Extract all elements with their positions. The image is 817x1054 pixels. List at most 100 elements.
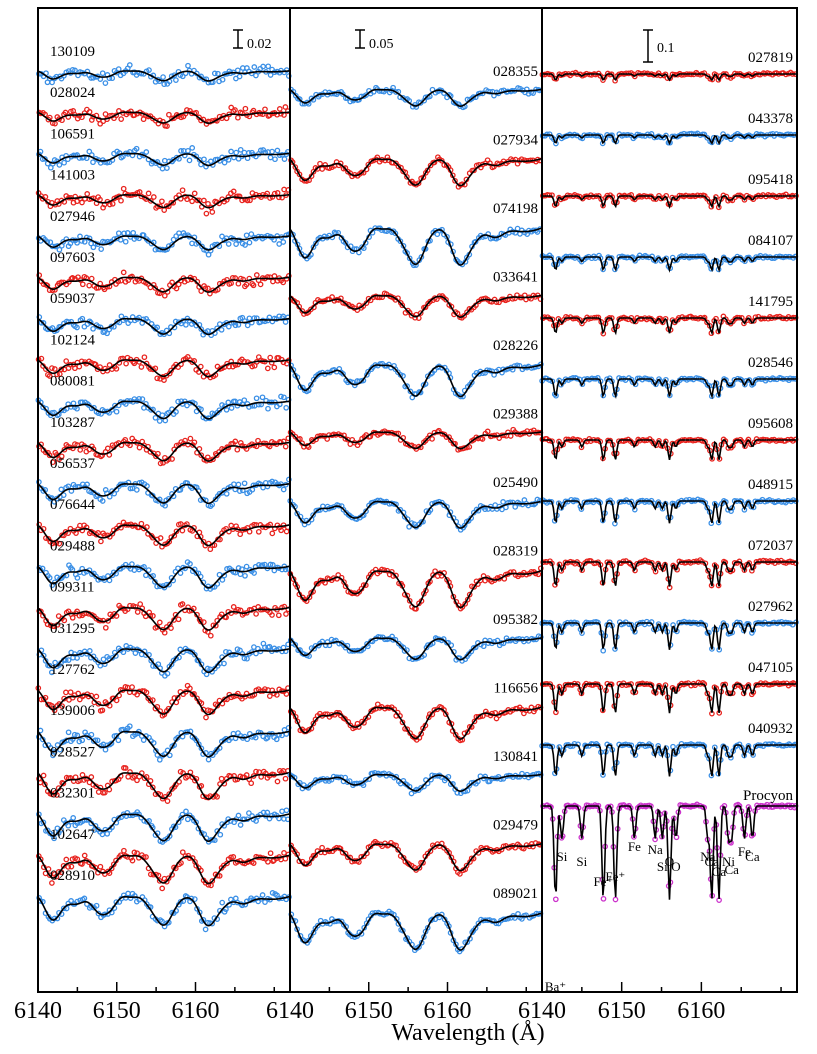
data-point	[720, 131, 726, 137]
spectrum-116656: 116656	[287, 681, 544, 744]
data-point	[175, 398, 181, 405]
star-label: 099311	[50, 580, 94, 596]
star-label: 095418	[748, 172, 793, 188]
data-point	[662, 315, 669, 322]
spectrum-028024: 028024	[36, 85, 291, 129]
data-point	[67, 689, 74, 696]
data-point	[164, 123, 170, 129]
data-point	[179, 601, 186, 607]
data-point	[221, 660, 227, 667]
data-point	[313, 240, 319, 247]
data-point	[648, 131, 655, 137]
data-point	[56, 162, 63, 168]
data-point	[239, 442, 245, 449]
model-line	[289, 912, 543, 951]
data-point	[275, 612, 282, 619]
data-point	[99, 70, 106, 77]
spectrum-103287: 103287	[36, 415, 292, 467]
data-point	[211, 837, 218, 844]
data-point	[62, 109, 69, 116]
data-point	[175, 616, 182, 623]
data-point	[579, 567, 585, 574]
data-point	[461, 313, 468, 319]
star-label: 043378	[748, 111, 793, 127]
data-point	[58, 407, 65, 414]
data-point	[228, 854, 234, 861]
data-point	[139, 396, 146, 402]
data-point	[219, 899, 226, 906]
model-line	[289, 773, 543, 793]
data-point	[74, 856, 81, 863]
data-point	[687, 560, 694, 566]
data-point	[267, 850, 274, 857]
data-point	[109, 200, 116, 207]
data-point	[752, 377, 759, 383]
data-point	[102, 624, 109, 631]
data-point	[631, 73, 638, 80]
data-point	[44, 282, 51, 289]
data-point	[219, 402, 225, 408]
data-point	[205, 756, 212, 763]
data-point	[60, 905, 67, 912]
panel-middle: 0.05028355027934074198033641028226029388…	[287, 29, 544, 955]
data-point	[128, 108, 134, 115]
model-line	[37, 400, 291, 420]
data-point	[121, 847, 127, 854]
data-point	[241, 318, 248, 324]
data-point	[191, 190, 198, 197]
spectrum-028527: 028527	[36, 744, 291, 804]
data-point	[46, 452, 53, 459]
data-point	[65, 822, 72, 829]
data-point	[424, 924, 431, 931]
data-point	[253, 395, 260, 402]
data-point	[200, 619, 207, 625]
data-point	[379, 294, 386, 301]
data-point	[129, 561, 135, 567]
data-point	[241, 860, 248, 867]
data-point	[466, 591, 473, 598]
data-point	[406, 597, 413, 604]
star-label: 056537	[50, 456, 96, 472]
data-point	[102, 111, 109, 117]
spectrum-028319: 028319	[287, 544, 544, 612]
star-label: 095382	[493, 612, 538, 628]
star-label: 033641	[493, 270, 538, 286]
data-point	[166, 370, 173, 377]
data-point	[150, 194, 157, 200]
data-point	[466, 444, 473, 450]
data-point	[392, 230, 399, 237]
data-point	[704, 504, 711, 511]
data-point	[314, 922, 321, 929]
data-point	[378, 227, 385, 233]
data-point	[416, 864, 423, 871]
data-point	[312, 852, 319, 859]
data-point	[169, 241, 175, 248]
data-point	[86, 648, 93, 654]
data-point	[281, 156, 288, 162]
data-point	[203, 210, 210, 217]
data-point	[92, 656, 99, 663]
data-point	[774, 313, 780, 320]
data-point	[58, 323, 64, 330]
data-point	[95, 700, 102, 707]
data-point	[280, 486, 287, 493]
data-point	[115, 230, 122, 237]
data-point	[363, 508, 369, 515]
data-point	[216, 873, 223, 879]
model-line	[542, 134, 797, 146]
star-label: 025490	[493, 475, 538, 491]
star-label: 027946	[50, 209, 96, 225]
data-point	[81, 895, 88, 902]
data-point	[76, 363, 83, 370]
data-point	[491, 163, 497, 170]
model-line	[37, 152, 291, 167]
scale-bar: 0.1	[643, 29, 675, 63]
data-point	[255, 528, 262, 535]
model-line	[289, 500, 543, 529]
data-point	[741, 567, 748, 573]
data-point	[587, 438, 594, 444]
data-point	[294, 510, 301, 517]
data-point	[223, 906, 229, 913]
data-point	[136, 395, 142, 402]
spectrum-028910: 028910	[36, 868, 292, 933]
